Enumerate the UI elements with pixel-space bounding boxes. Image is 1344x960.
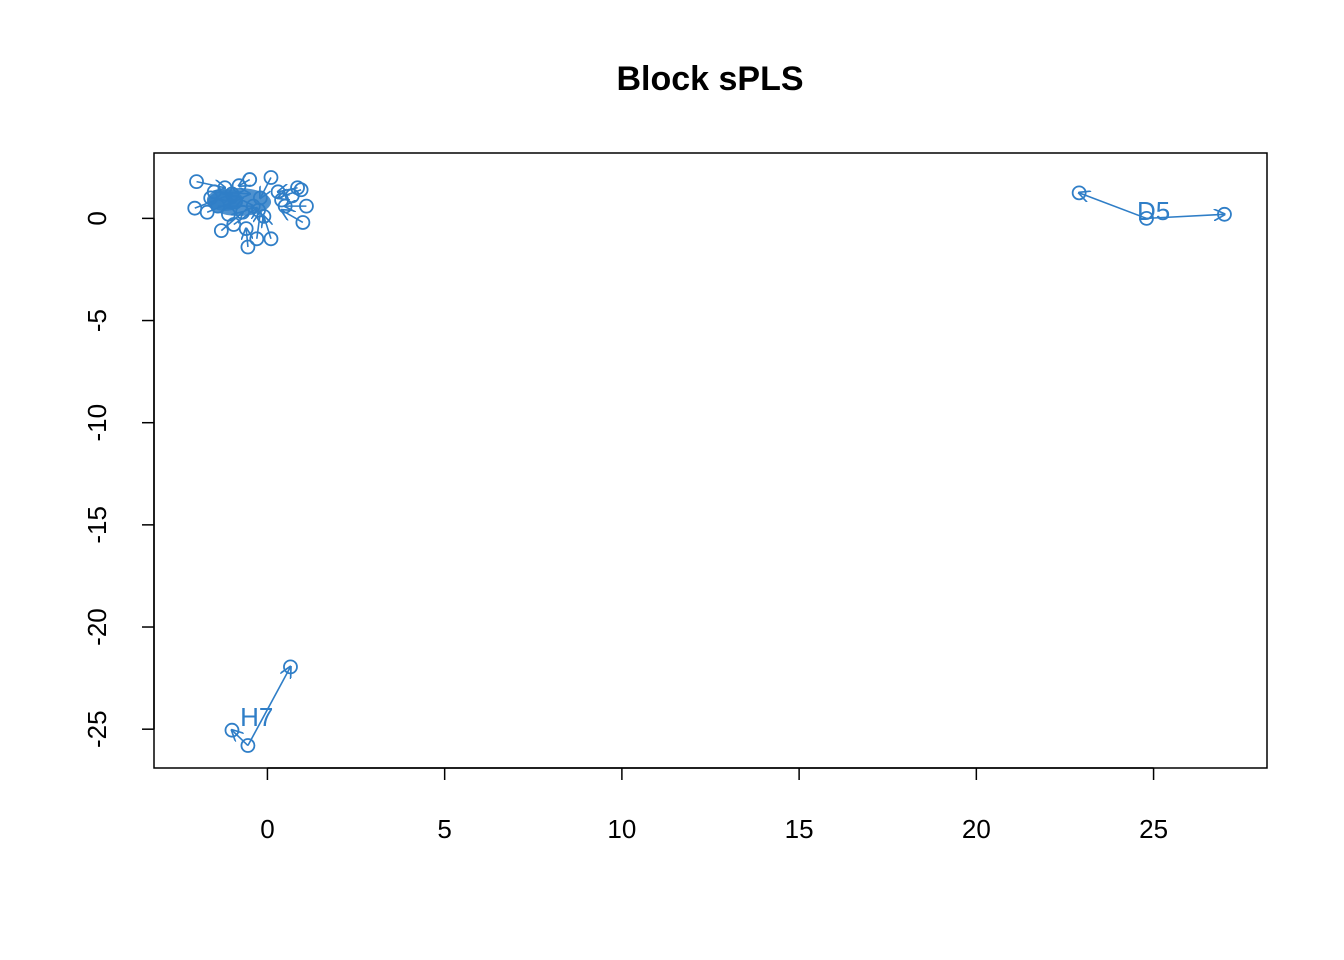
sample-arrow <box>1079 193 1147 220</box>
y-tick-label: -10 <box>82 404 112 442</box>
sample-arrow <box>247 667 291 746</box>
sample-point <box>295 215 311 230</box>
sample-point <box>199 204 215 220</box>
x-tick-label: 20 <box>962 814 991 844</box>
sample-arrow <box>264 216 271 240</box>
data-marks: D5 H7 <box>187 170 1232 753</box>
sample-point <box>263 231 279 247</box>
y-tick-label: -15 <box>82 506 112 544</box>
x-axis: 0 5 10 15 20 25 <box>260 767 1168 844</box>
sample-point <box>240 239 256 255</box>
x-tick-label: 5 <box>437 814 451 844</box>
sample-point <box>249 231 265 247</box>
x-tick-label: 10 <box>607 814 636 844</box>
sample-point <box>263 170 279 185</box>
x-tick-label: 25 <box>1139 814 1168 844</box>
sample-arrow <box>246 229 248 248</box>
sample-point <box>293 182 309 198</box>
sample-point <box>189 174 204 190</box>
y-tick-label: 0 <box>82 211 112 225</box>
y-axis: 0 -5 -10 -15 -20 -25 <box>82 211 155 748</box>
x-tick-label: 0 <box>260 814 274 844</box>
sample-point <box>226 217 242 232</box>
y-tick-label: -5 <box>82 309 112 332</box>
sample-arrow <box>196 182 225 188</box>
sample-point <box>240 738 256 753</box>
sample-point <box>299 198 314 214</box>
sample-point <box>213 223 229 239</box>
chart-title: Block sPLS <box>616 60 803 98</box>
y-tick-label: -20 <box>82 608 112 646</box>
sample-label: H7 <box>240 702 273 732</box>
sample-point <box>242 172 258 187</box>
sample-arrow <box>232 730 249 747</box>
plot-frame <box>153 152 1268 769</box>
sample-point <box>1139 210 1154 226</box>
sample-point <box>270 184 286 200</box>
sample-arrow <box>1146 214 1224 218</box>
sample-point <box>1217 206 1232 222</box>
sample-point <box>224 722 240 738</box>
y-tick-label: -25 <box>82 710 112 748</box>
sample-label: D5 <box>1137 196 1170 226</box>
cluster-blob <box>206 188 243 211</box>
sample-point <box>274 192 290 208</box>
sample-point <box>283 659 298 675</box>
sample-point <box>1071 185 1087 201</box>
x-tick-label: 15 <box>785 814 814 844</box>
